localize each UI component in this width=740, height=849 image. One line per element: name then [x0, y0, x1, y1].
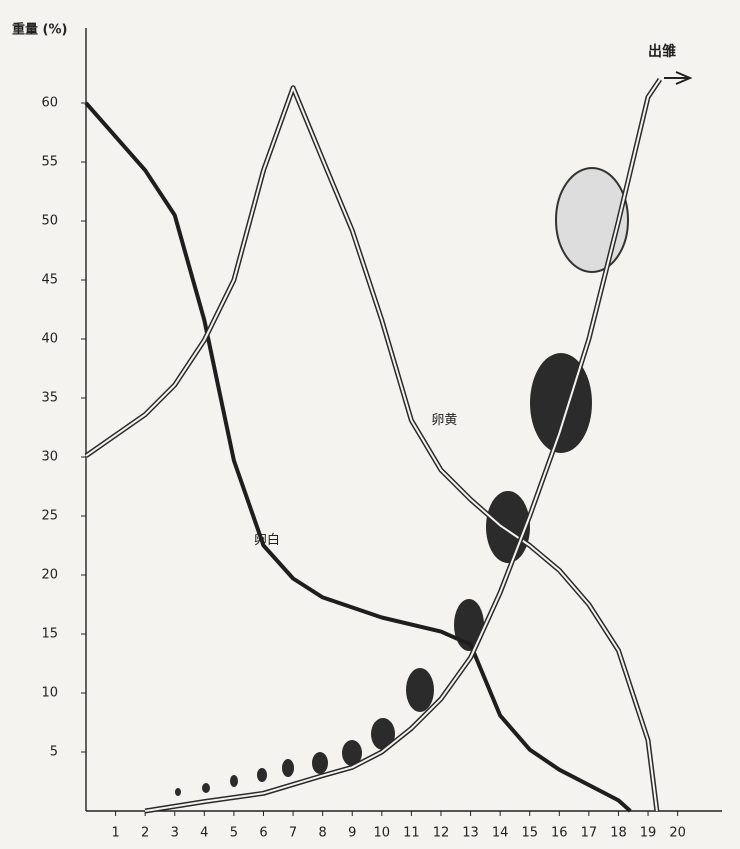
y-tick-label: 35: [41, 391, 58, 406]
x-tick-label: 10: [374, 826, 391, 841]
y-tick-label: 25: [41, 509, 58, 524]
x-tick-label: 16: [551, 826, 568, 841]
x-tick-label: 9: [348, 826, 356, 841]
y-tick-label: 45: [41, 273, 58, 288]
x-tick-label: 13: [462, 826, 479, 841]
y-tick-label: 50: [41, 214, 58, 229]
line-inner: [145, 78, 661, 812]
line-inner: [85, 86, 658, 812]
y-tick-label: 5: [50, 745, 58, 760]
x-tick-label: 5: [230, 826, 238, 841]
y-tick-label: 15: [41, 627, 58, 642]
y-tick-label: 60: [41, 96, 58, 111]
y-axis-label: 重量 (%): [12, 22, 67, 38]
y-tick-label: 30: [41, 450, 58, 465]
end-label: 出雏: [648, 43, 676, 60]
x-tick-label: 1: [111, 826, 119, 841]
y-tick-label: 40: [41, 332, 58, 347]
x-tick-label: 20: [669, 826, 686, 841]
x-tick-label: 18: [610, 826, 627, 841]
series-label: 卵白: [254, 532, 280, 548]
x-tick-label: 6: [259, 826, 267, 841]
y-tick-label: 10: [41, 686, 58, 701]
x-tick-label: 4: [200, 826, 208, 841]
x-tick-label: 17: [581, 826, 598, 841]
x-tick-label: 14: [492, 826, 509, 841]
y-tick-label: 20: [41, 568, 58, 583]
x-tick-label: 12: [433, 826, 450, 841]
y-tick-label: 55: [41, 155, 58, 170]
x-tick-label: 19: [640, 826, 657, 841]
series-label: 卵黄: [431, 413, 457, 428]
x-tick-label: 11: [403, 826, 420, 841]
x-tick-label: 2: [141, 826, 149, 841]
line: [84, 101, 632, 813]
x-tick-label: 7: [289, 826, 297, 841]
x-tick-label: 3: [171, 826, 179, 841]
x-tick-label: 8: [319, 826, 327, 841]
x-tick-label: 15: [521, 826, 538, 841]
